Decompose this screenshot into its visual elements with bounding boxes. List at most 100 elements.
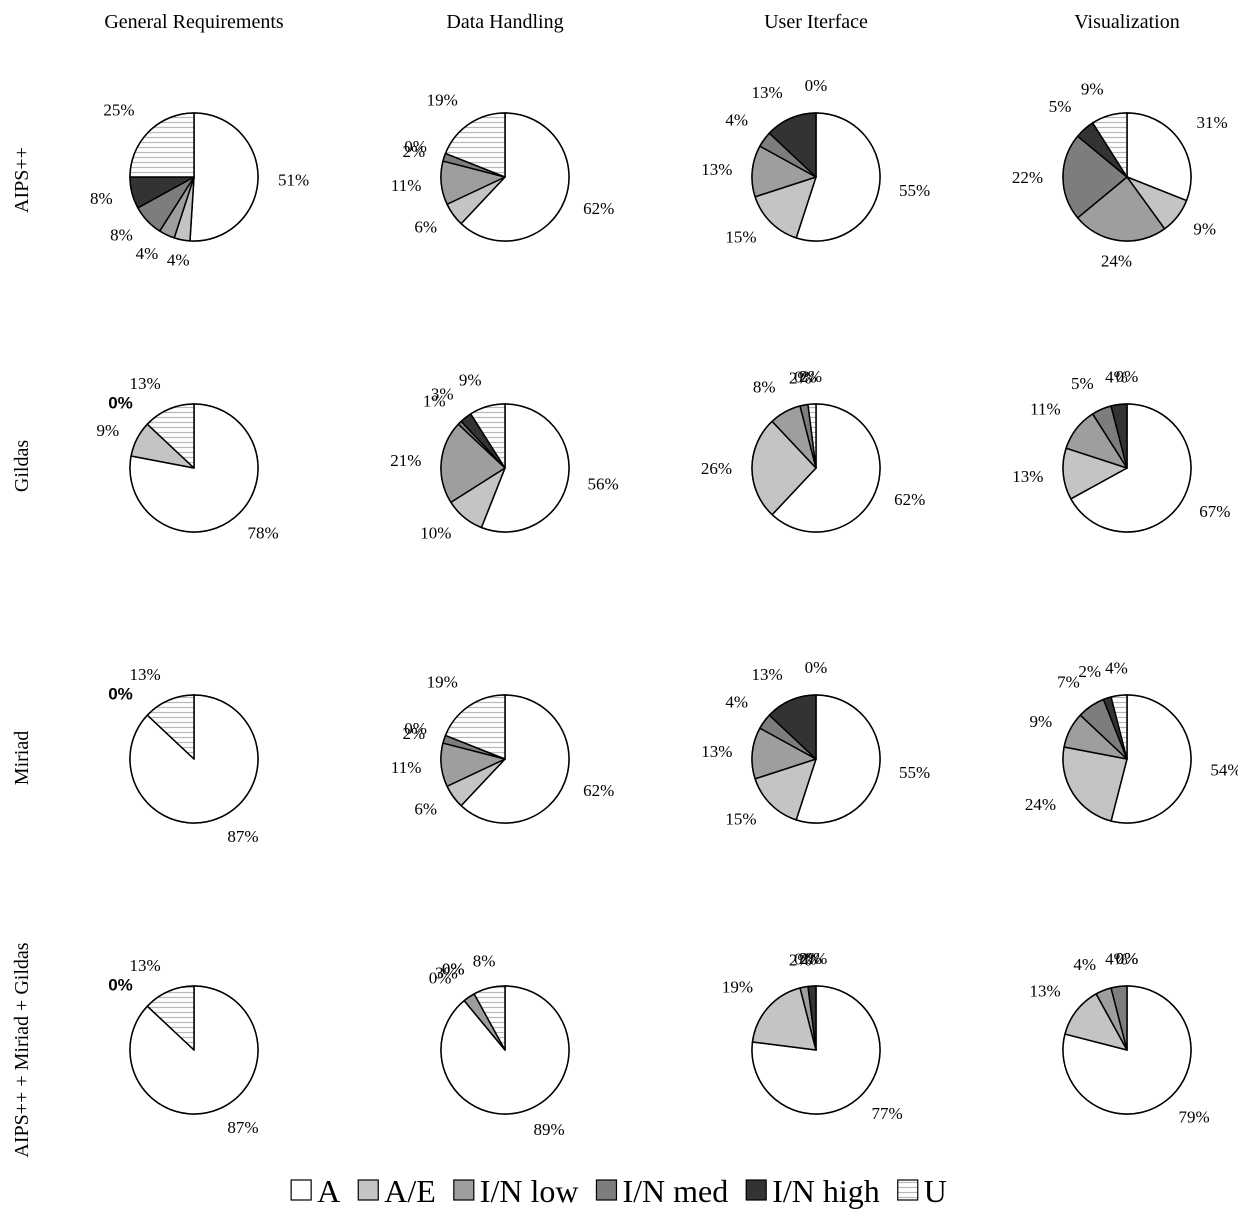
pie-aips-miriad-gildas-data-handling: 89%0%3%0%0% 8%: [429, 952, 570, 1139]
pie-aips-user-iterface: 55%15%13%4%13% 0%: [701, 76, 930, 246]
legend-label: A: [317, 1173, 340, 1209]
pie-slice-a: [1070, 403, 1192, 533]
pie-aips-miriad-gildas-visualization: 79%13%4% 4%0%0%: [1029, 949, 1209, 1126]
slice-label-i-n-med: 4%: [1105, 950, 1128, 969]
slice-label-a: 87%: [227, 827, 258, 846]
pie-slice-a: [460, 112, 570, 242]
slice-label-a: 78%: [248, 524, 279, 543]
slice-label-i-n-med: 1%: [423, 392, 446, 411]
slice-label-a-e: 24%: [1025, 795, 1056, 814]
legend-label: U: [924, 1173, 947, 1209]
slice-label-i-n-med: 4%: [725, 693, 748, 712]
slice-label-u: 0%: [805, 658, 828, 677]
pie-slice-i-n-high: [768, 112, 817, 178]
row-label-miriad: Miriad: [11, 731, 33, 785]
slice-label-a: 55%: [899, 763, 930, 782]
pie-slice-u: [444, 694, 506, 760]
slice-label-i-n-low: 0%: [108, 684, 133, 703]
pie-miriad-general-requirements: 87% 0%13%: [108, 665, 259, 846]
slice-label-a-e: 19%: [722, 977, 753, 996]
legend-item-u: U: [897, 1173, 947, 1209]
slice-label-i-n-low: 0%: [108, 393, 133, 412]
slice-label-a: 31%: [1196, 113, 1227, 132]
slice-label-a-e: 9%: [96, 421, 119, 440]
legend-swatch: [897, 1179, 919, 1201]
slice-label-i-n-high: 0%: [404, 719, 427, 738]
slice-label-a-e: 9%: [1193, 219, 1216, 238]
slice-label-i-n-high: 0%: [794, 368, 817, 387]
pie-slice-u: [1091, 112, 1128, 178]
pie-slice-u: [473, 985, 506, 1051]
slice-label-i-n-med: 2%: [402, 142, 425, 161]
slice-label-u: 0%: [1116, 949, 1139, 968]
pie-gildas-general-requirements: 78% 9% 0%13%: [96, 374, 278, 543]
column-title-general-requirements: General Requirements: [104, 11, 284, 33]
pie-gildas-visualization: 67% 13% 11% 5% 4%0%: [1012, 367, 1230, 533]
slice-label-u: 13%: [129, 956, 160, 975]
slice-label-i-n-low: 11%: [1030, 400, 1061, 419]
slice-label-u: 25%: [103, 101, 134, 120]
slice-label-i-n-high: 0%: [404, 137, 427, 156]
legend-item-a-e: A/E: [357, 1173, 436, 1209]
pie-aips-general-requirements: 51%4%4%8%8%25%: [90, 101, 309, 270]
row-label-gildas: Gildas: [11, 440, 33, 492]
slice-label-i-n-high: 2%: [1078, 662, 1101, 681]
pie-slice-i-n-low: [1076, 176, 1166, 242]
slice-label-a-e: 15%: [725, 227, 756, 246]
slice-label-a: 62%: [583, 199, 614, 218]
slice-label-i-n-low: 13%: [701, 742, 732, 761]
pie-slice-a: [795, 112, 881, 242]
slice-label-i-n-high: 4%: [1105, 368, 1128, 387]
slice-label-i-n-low: 24%: [1101, 251, 1132, 270]
slice-label-i-n-high: 5%: [1049, 97, 1072, 116]
slice-label-u: 9%: [459, 370, 482, 389]
slice-label-a-e: 15%: [725, 809, 756, 828]
pie-slice-i-n-high: [807, 985, 817, 1051]
pie-slice-a: [1110, 694, 1192, 824]
legend-label: I/N med: [622, 1173, 728, 1209]
pie-slice-i-n-high: [1110, 403, 1128, 469]
slice-label-a: 55%: [899, 181, 930, 200]
slice-label-u: 19%: [427, 91, 458, 110]
slice-label-i-n-high: 13%: [751, 83, 782, 102]
slice-label-a: 87%: [227, 1118, 258, 1137]
legend-swatch: [595, 1179, 618, 1201]
slice-label-i-n-high: 0%: [442, 959, 465, 978]
slice-label-i-n-low: 11%: [391, 176, 422, 195]
slice-label-i-n-low: 11%: [391, 758, 422, 777]
pie-slice-a: [189, 112, 259, 242]
pie-gildas-user-iterface: 62% 26% 8% 2%0%2%: [701, 367, 925, 533]
slice-label-i-n-high: 8%: [90, 189, 113, 208]
slice-label-a-e: 4%: [167, 251, 190, 270]
column-title-visualization: Visualization: [1074, 11, 1179, 33]
slice-label-a-e: 10%: [420, 524, 451, 543]
pie-slice-u: [146, 985, 195, 1051]
pie-gildas-data-handling: 56% 10% 21% 1%3% 9%: [390, 370, 618, 542]
slice-label-a: 77%: [872, 1104, 903, 1123]
legend-swatch: [290, 1179, 312, 1201]
slice-label-i-n-high: 2%: [799, 949, 822, 968]
slice-label-u: 0%: [1116, 367, 1139, 386]
pie-slice-i-n-low: [440, 423, 506, 504]
pie-slice-a-e: [751, 987, 817, 1051]
slice-label-u: 8%: [473, 952, 496, 971]
legend-item-i-n-med: I/N med: [595, 1173, 728, 1209]
pie-slice-a: [480, 403, 570, 533]
slice-label-i-n-med: 22%: [1012, 168, 1043, 187]
slice-label-i-n-low: 0%: [108, 975, 133, 994]
slice-label-a-e: 26%: [701, 459, 732, 478]
slice-label-a: 67%: [1199, 502, 1230, 521]
slice-label-a: 51%: [278, 171, 309, 190]
slice-label-a: 62%: [894, 490, 925, 509]
slice-label-i-n-med: 2%: [789, 368, 812, 387]
slice-label-u: 0%: [805, 949, 828, 968]
slice-label-i-n-low: 13%: [701, 160, 732, 179]
slice-label-i-n-low: 3%: [435, 964, 458, 983]
pie-slice-a: [771, 403, 881, 533]
slice-label-i-n-low: 2%: [789, 950, 812, 969]
pie-miriad-user-iterface: 55%15%13%4%13% 0%: [701, 658, 930, 828]
slice-label-i-n-high: 0%: [1116, 949, 1139, 968]
slice-label-i-n-low: 9%: [1029, 712, 1052, 731]
slice-label-i-n-med: 0%: [442, 959, 465, 978]
